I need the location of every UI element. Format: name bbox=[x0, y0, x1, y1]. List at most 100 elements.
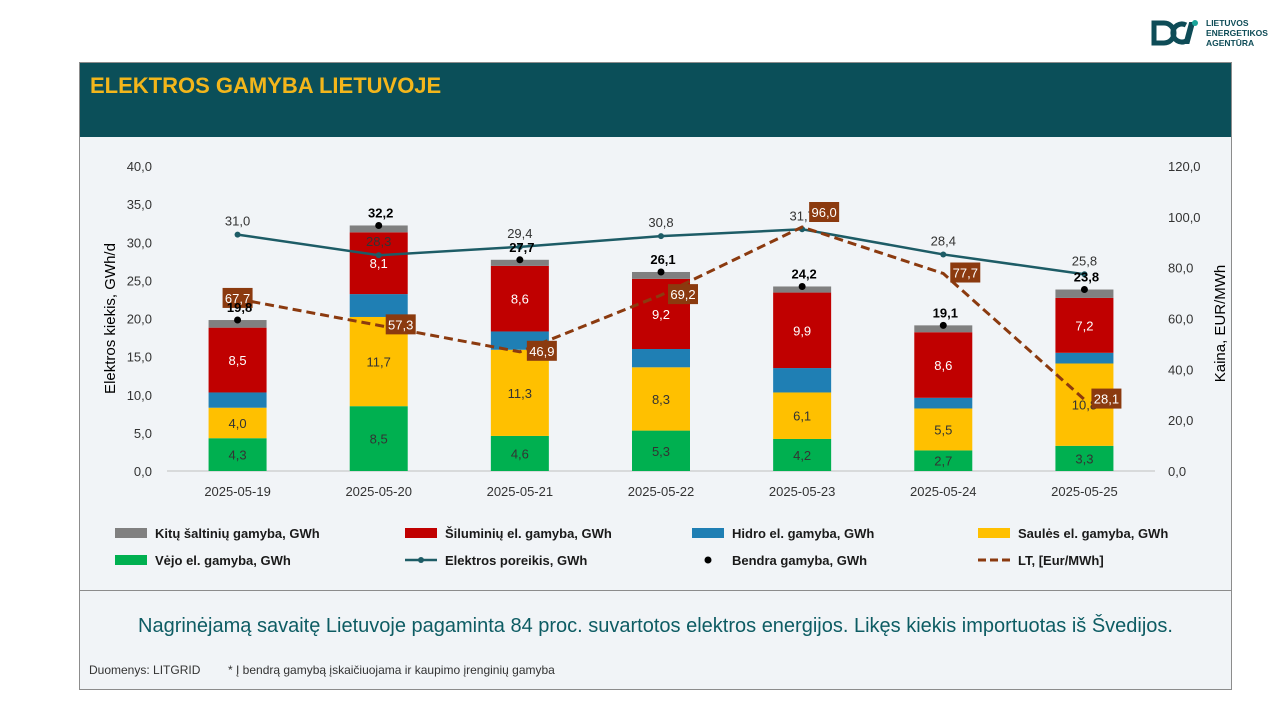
y2-tick-label: 100,0 bbox=[1168, 210, 1201, 225]
x-tick-label: 2025-05-23 bbox=[769, 484, 836, 499]
bar-label-solar: 8,3 bbox=[652, 392, 670, 407]
bar-label-solar: 4,0 bbox=[229, 416, 247, 431]
y-tick-label: 35,0 bbox=[127, 197, 152, 212]
x-tick-label: 2025-05-22 bbox=[628, 484, 695, 499]
summary-note: Nagrinėjamą savaitę Lietuvoje pagaminta … bbox=[138, 615, 1173, 637]
price-label: 67,7 bbox=[225, 291, 250, 306]
legend-label: Bendra gamyba, GWh bbox=[732, 553, 867, 568]
price-label-box bbox=[385, 314, 416, 335]
demand-point bbox=[234, 231, 241, 238]
demand-label: 28,3 bbox=[366, 234, 391, 249]
legend-label: Vėjo el. gamyba, GWh bbox=[155, 553, 291, 568]
total-label: 24,2 bbox=[791, 266, 816, 281]
footnote: * Į bendrą gamybą įskaičiuojama ir kaupi… bbox=[228, 663, 555, 677]
bar-wind bbox=[208, 438, 267, 471]
y2-tick-label: 0,0 bbox=[1168, 464, 1186, 479]
bar-hydro bbox=[632, 349, 690, 368]
x-tick-label: 2025-05-24 bbox=[910, 484, 977, 499]
chart: 0,0 5,0 10,0 15,0 20,0 25,0 30,0 35,0 40,0 0,0 20,… bbox=[102, 159, 1229, 568]
demand-label: 31,7 bbox=[789, 208, 814, 223]
legend-swatch-marker bbox=[418, 557, 424, 563]
header-bar: ELEKTROS GAMYBA LIETUVOJE bbox=[80, 63, 1231, 137]
legend-swatch bbox=[405, 528, 437, 538]
logo-line-3: AGENTŪRA bbox=[1206, 38, 1255, 48]
y-tick-label: 5,0 bbox=[134, 426, 152, 441]
legend-label: Elektros poreikis, GWh bbox=[445, 553, 587, 568]
y2-tick-label: 80,0 bbox=[1168, 261, 1193, 276]
legend-swatch bbox=[978, 528, 1010, 538]
price-label: 77,7 bbox=[953, 266, 978, 281]
price-label: 46,9 bbox=[529, 344, 554, 359]
bar-label-solar: 6,1 bbox=[793, 409, 811, 424]
total-point bbox=[798, 282, 806, 290]
bar-hydro bbox=[349, 294, 408, 317]
price-line bbox=[237, 225, 1086, 401]
x-tick-label: 2025-05-25 bbox=[1051, 484, 1118, 499]
price-label-box bbox=[526, 340, 557, 361]
demand-point bbox=[375, 252, 382, 259]
data-source: Duomenys: LITGRID bbox=[89, 663, 201, 677]
logo: LIETUVOS ENERGETIKOS AGENTŪRA bbox=[1150, 18, 1268, 48]
y2-tick-label: 40,0 bbox=[1168, 362, 1193, 377]
price-label: 69,2 bbox=[670, 287, 695, 302]
y-tick-label: 30,0 bbox=[127, 235, 152, 250]
price-label-box bbox=[809, 202, 840, 222]
bar-hydro bbox=[914, 397, 973, 409]
total-point bbox=[375, 221, 383, 229]
bar-solar bbox=[208, 407, 267, 439]
logo-text: LIETUVOS ENERGETIKOS AGENTŪRA bbox=[1206, 18, 1268, 48]
bar-solar bbox=[914, 408, 973, 451]
bar-label-solar: 5,5 bbox=[934, 422, 952, 437]
logo-line-1: LIETUVOS bbox=[1206, 18, 1249, 28]
price-label-box bbox=[668, 284, 698, 305]
bar-hydro bbox=[208, 392, 267, 408]
demand-point bbox=[516, 243, 523, 250]
demand-point bbox=[1081, 271, 1088, 278]
demand-point bbox=[658, 233, 664, 240]
bar-wind bbox=[490, 435, 549, 471]
price-label-box bbox=[222, 287, 253, 308]
bar-wind bbox=[632, 430, 690, 471]
y-tick-label: 40,0 bbox=[127, 159, 152, 174]
total-point bbox=[939, 321, 947, 329]
total-label: 26,1 bbox=[650, 252, 675, 267]
y-tick-label: 20,0 bbox=[127, 312, 152, 327]
page-title: ELEKTROS GAMYBA LIETUVOJE bbox=[90, 73, 442, 98]
bar-label-solar: 11,7 bbox=[367, 355, 391, 370]
legend-label: LT, [Eur/MWh] bbox=[1018, 553, 1104, 568]
agency-logo-icon bbox=[1151, 20, 1198, 46]
y-tick-label: 25,0 bbox=[127, 273, 152, 288]
x-tick-label: 2025-05-19 bbox=[204, 484, 270, 499]
bar-label-thermal: 7,2 bbox=[1075, 318, 1093, 333]
x-tick-label: 2025-05-21 bbox=[487, 484, 554, 499]
bar-label-thermal: 8,6 bbox=[511, 292, 529, 307]
demand-label: 30,8 bbox=[648, 215, 673, 230]
price-label: 96,0 bbox=[811, 205, 836, 220]
bar-wind bbox=[773, 438, 832, 471]
bar-wind bbox=[914, 450, 973, 471]
bar-solar bbox=[632, 367, 690, 431]
bar-other bbox=[1055, 289, 1114, 298]
price-label: 28,1 bbox=[1094, 392, 1119, 407]
demand-label: 29,4 bbox=[507, 226, 532, 241]
legend-swatch bbox=[692, 528, 724, 538]
demand-point bbox=[940, 251, 947, 258]
bar-label-wind: 4,6 bbox=[511, 446, 529, 461]
bar-label-solar: 10,8 bbox=[1072, 398, 1097, 413]
total-label: 27,7 bbox=[509, 240, 534, 255]
bar-wind bbox=[349, 406, 408, 471]
legend-label: Kitų šaltinių gamyba, GWh bbox=[155, 526, 320, 541]
total-label: 19,1 bbox=[933, 305, 958, 320]
bar-other bbox=[208, 320, 267, 328]
y2-tick-label: 20,0 bbox=[1168, 413, 1193, 428]
bar-label-wind: 4,3 bbox=[229, 448, 247, 463]
bar-hydro bbox=[1055, 352, 1114, 364]
bar-label-solar: 11,3 bbox=[508, 386, 532, 401]
bar-label-wind: 2,7 bbox=[934, 454, 952, 469]
price-label-box bbox=[950, 262, 981, 283]
divider bbox=[80, 590, 1231, 591]
bar-thermal bbox=[773, 292, 832, 369]
bar-thermal bbox=[1055, 297, 1114, 353]
total-point bbox=[234, 316, 242, 324]
demand-label: 25,8 bbox=[1072, 253, 1097, 268]
